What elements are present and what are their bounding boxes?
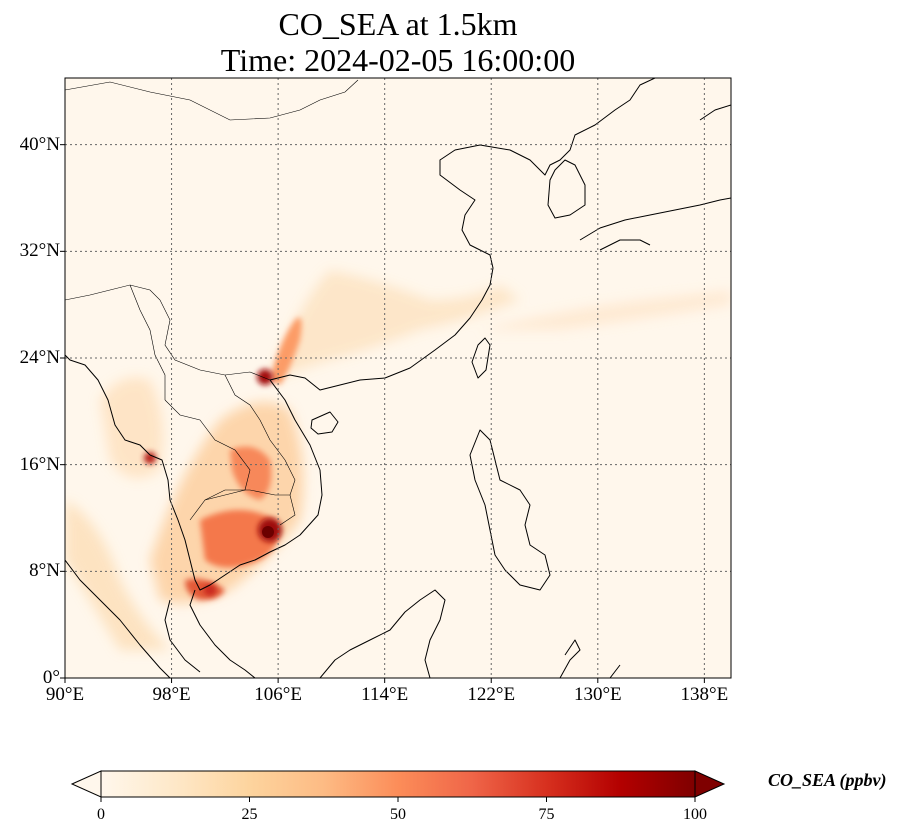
y-tick-label: 16°N	[19, 453, 60, 475]
y-tick-label: 0°	[42, 667, 60, 688]
colorbar-extend-min	[70, 770, 102, 798]
colorbar-label: CO_SEA (ppbv)	[768, 770, 887, 790]
x-tick-label: 106°E	[254, 684, 302, 705]
coast-indochina	[149, 379, 323, 591]
coast-new-guinea-north	[559, 639, 621, 678]
border-laos	[224, 374, 296, 496]
plume-east-china	[270, 270, 520, 380]
coast-japan	[579, 104, 731, 251]
map-subtitle-time: Time: 2024-02-05 16:00:00	[220, 42, 576, 78]
plume-central-laos	[230, 446, 272, 500]
colorbar-tick-label: 50	[390, 806, 406, 823]
colorbar-tick-label: 75	[538, 806, 555, 823]
coast-china	[269, 78, 656, 391]
y-tick-label: 8°N	[29, 560, 60, 582]
colorbar-tick-label: 0	[97, 806, 105, 823]
colorbar-extend-max	[694, 770, 726, 798]
x-tick-label: 138°E	[680, 684, 729, 705]
coastlines	[65, 78, 731, 678]
x-tick-label: 90°E	[45, 684, 85, 705]
coast-borneo	[319, 589, 446, 678]
coast-korea	[547, 159, 586, 219]
coast-taiwan	[471, 337, 491, 379]
border-myanmar-china	[129, 284, 166, 400]
hotspot-gulf-thailand	[204, 584, 216, 596]
gridlines	[65, 78, 731, 678]
country-borders	[65, 79, 359, 526]
x-tick-label: 122°E	[467, 684, 516, 705]
coast-malay-peninsula	[164, 589, 256, 678]
hotspot-myanmar	[144, 452, 156, 464]
x-tick-label: 114°E	[361, 684, 409, 705]
y-tick-label: 24°N	[19, 347, 60, 368]
y-tick-label: 32°N	[19, 240, 60, 262]
plume-sumatra-west	[65, 500, 170, 650]
colorbar-tickmarks	[100, 797, 696, 802]
border-cambodia	[204, 489, 296, 526]
x-tick-label: 130°E	[573, 684, 622, 705]
hotspot-mekong-core	[262, 526, 274, 538]
hotspot-hanoi	[257, 369, 273, 385]
y-tick-label: 40°N	[19, 133, 60, 155]
border-thailand	[164, 399, 251, 521]
coast-hainan	[310, 411, 339, 435]
border-mongolia	[65, 79, 359, 121]
plume-pacific-band	[480, 290, 731, 330]
coast-myanmar	[65, 354, 151, 456]
colorbar-tick-label: 25	[241, 806, 258, 823]
colorbar-tick-label: 100	[683, 806, 707, 823]
map-title: CO_SEA at 1.5km	[278, 6, 518, 42]
colorbar-body	[101, 771, 695, 797]
plume-cambodia	[200, 510, 278, 568]
coast-sumatra	[65, 559, 171, 678]
colorbar	[70, 770, 726, 802]
axis-tickmarks	[60, 144, 705, 683]
x-tick-label: 98°E	[152, 684, 191, 705]
map-frame	[64, 77, 732, 679]
coast-philippines	[469, 429, 551, 591]
